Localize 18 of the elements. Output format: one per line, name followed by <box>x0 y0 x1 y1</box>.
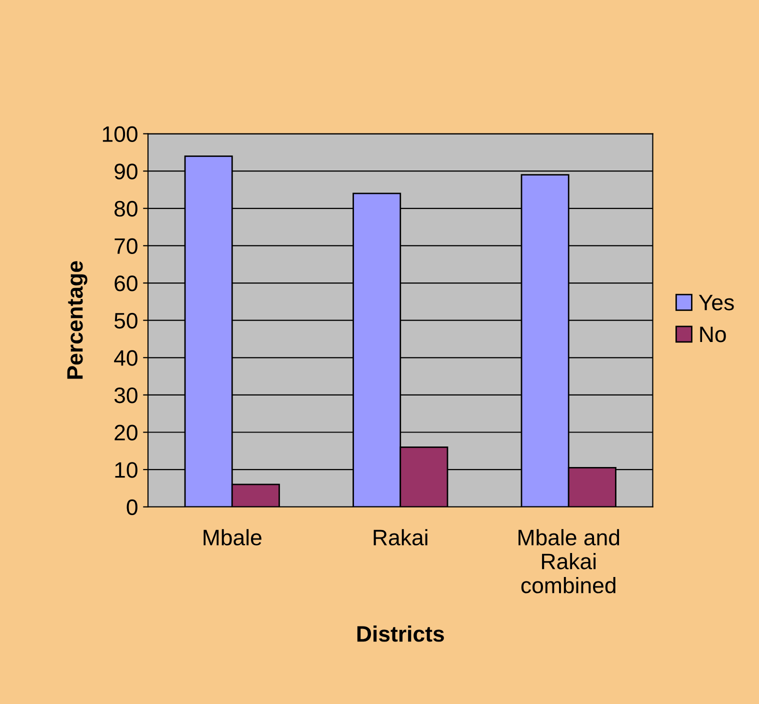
y-tick-label: 70 <box>114 238 138 254</box>
legend-label: Yes <box>698 294 734 310</box>
y-tick-label: 0 <box>126 499 138 516</box>
y-tick-label: 30 <box>114 387 138 404</box>
x-axis-title: Districts <box>357 625 444 642</box>
y-tick-label: 40 <box>114 350 138 366</box>
x-tick-label: Rakai <box>374 529 428 546</box>
y-tick-label: 20 <box>114 424 138 441</box>
x-tick-label: Mbale and Rakai combined <box>518 529 620 594</box>
legend-label: No <box>700 326 726 342</box>
y-tick-label: 80 <box>114 200 138 217</box>
y-tick-label: 90 <box>114 164 138 180</box>
x-tick-label: Mbale <box>204 529 262 546</box>
y-tick-label: 10 <box>115 462 138 478</box>
y-axis-title: Percentage <box>67 261 88 379</box>
y-tick-label: 60 <box>114 276 138 292</box>
y-tick-label: 50 <box>114 312 138 329</box>
y-tick-label: 100 <box>102 126 138 142</box>
